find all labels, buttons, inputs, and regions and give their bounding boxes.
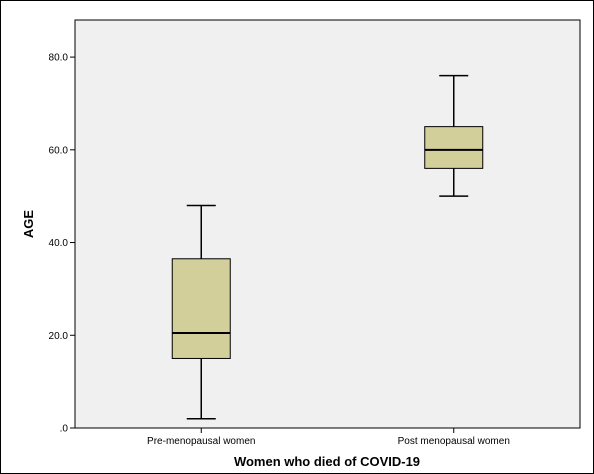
box-plot-item (171, 204, 231, 420)
x-axis-title: Women who died of COVID-19 (234, 454, 420, 469)
y-tick-label: 60.0 (49, 145, 69, 156)
y-axis: .0 20.0 40.0 60.0 80.0 (49, 53, 75, 435)
plot-area (74, 19, 581, 429)
y-tick-label: .0 (60, 424, 69, 435)
x-axis: Pre-menopausal women Post menopausal wome… (147, 428, 510, 447)
iqr-box (171, 258, 231, 359)
x-tick-label: Pre-menopausal women (147, 436, 255, 447)
box-series (171, 74, 484, 420)
y-tick-label: 20.0 (49, 331, 69, 342)
y-tick-label: 80.0 (49, 53, 69, 64)
x-tick-label: Post menopausal women (398, 436, 510, 447)
box-plot-item (424, 74, 484, 197)
y-tick-label: 40.0 (49, 238, 69, 249)
y-axis-title: AGE (21, 210, 36, 239)
iqr-box (424, 126, 484, 169)
